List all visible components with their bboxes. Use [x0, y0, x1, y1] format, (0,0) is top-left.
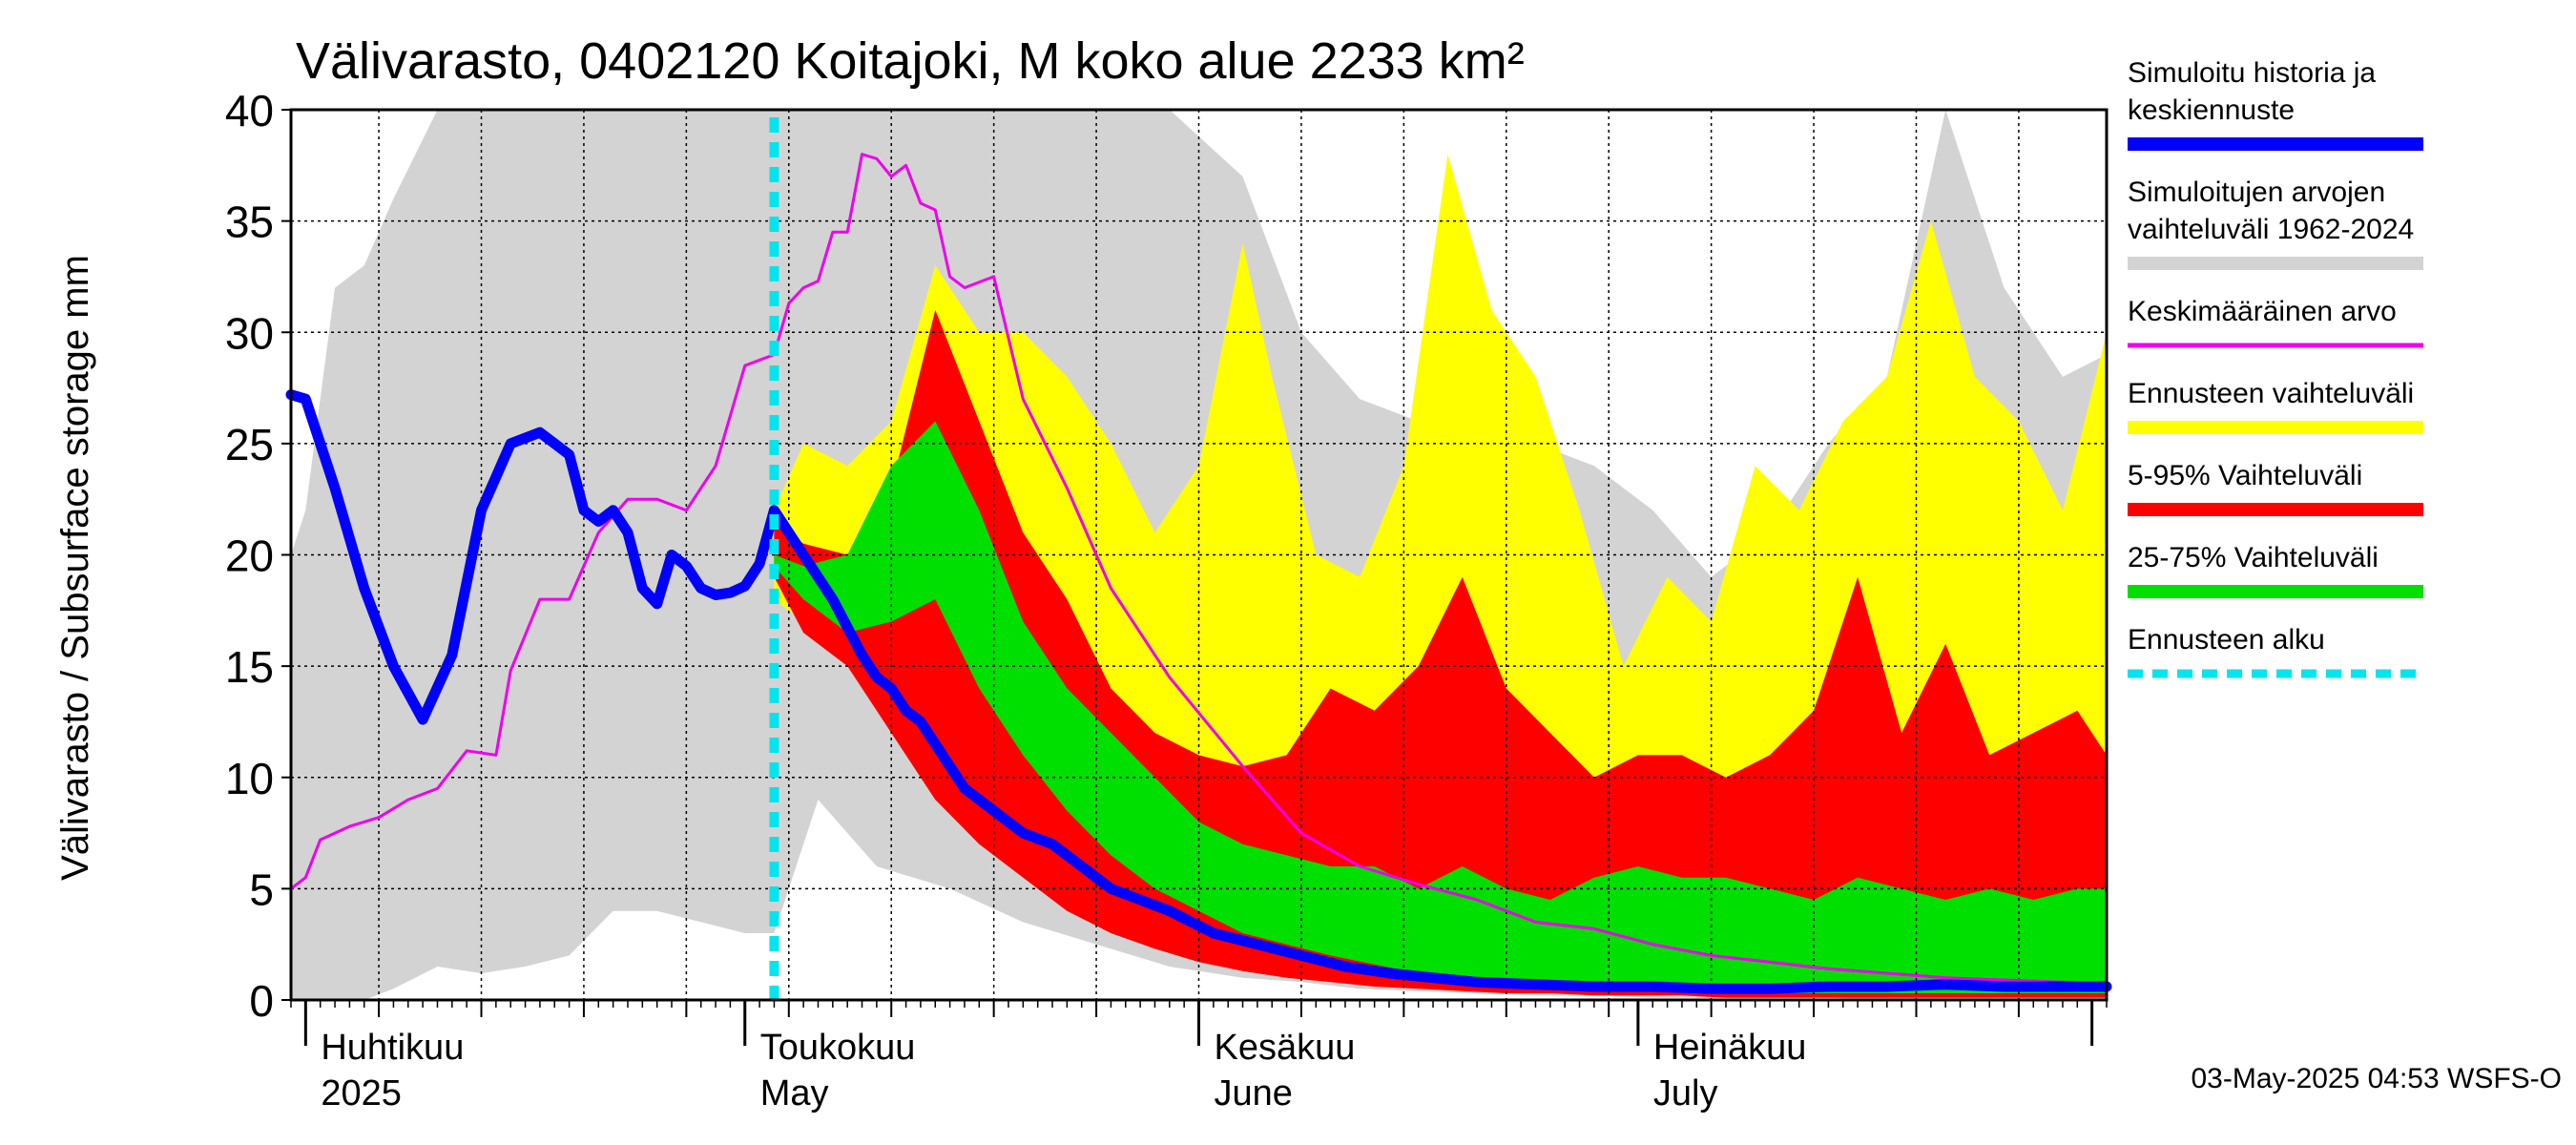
- tick-label-y: 35: [225, 198, 274, 247]
- legend-label: Ennusteen vaihteluväli: [2128, 378, 2414, 409]
- legend: Simuloitu historia ja keskiennuste Simuloi…: [2128, 57, 2423, 678]
- legend-label: Simuloitu historia ja keskiennuste: [2128, 57, 2376, 126]
- tick-label-y: 5: [249, 864, 274, 914]
- axes-layer: 0510152025303540Huhtikuu2025ToukokuuMayK…: [225, 86, 2109, 1114]
- month-label-fi: Huhtikuu: [321, 1028, 464, 1068]
- grid-layer: [291, 110, 2107, 1000]
- chart-title: Välivarasto, 0402120 Koitajoki, M koko a…: [296, 32, 1525, 90]
- tick-label-y: 10: [225, 754, 274, 803]
- legend-label: Simuloitujen arvojen vaihteluväli 1962-20…: [2128, 177, 2414, 245]
- series-line-2: [285, 389, 2112, 994]
- month-label-en: 2025: [321, 1073, 402, 1114]
- month-label-fi: Heinäkuu: [1653, 1028, 1807, 1068]
- month-label-en: May: [760, 1073, 829, 1114]
- legend-label: Ennusteen alku: [2128, 624, 2325, 656]
- tick-label-y: 25: [225, 420, 274, 469]
- tick-label-y: 20: [225, 531, 274, 581]
- tick-label-y: 30: [225, 308, 274, 358]
- legend-label: 25-75% Vaihteluväli: [2128, 542, 2379, 573]
- month-label-fi: Toukokuu: [760, 1028, 916, 1068]
- band-layer: [291, 110, 2107, 1000]
- tick-label-y: 40: [225, 86, 274, 135]
- month-label-en: June: [1215, 1073, 1293, 1114]
- month-label-en: July: [1653, 1073, 1718, 1114]
- band-4: [774, 421, 2107, 993]
- line-layer: [285, 117, 2112, 1000]
- series-line-1: [289, 153, 2109, 987]
- tick-label-y: 15: [225, 642, 274, 692]
- legend-label: 5-95% Vaihteluväli: [2128, 460, 2362, 491]
- timestamp: 03-May-2025 04:53 WSFS-O: [2192, 1063, 2563, 1094]
- legend-label: Keskimääräinen arvo: [2128, 296, 2397, 327]
- month-label-fi: Kesäkuu: [1215, 1028, 1356, 1068]
- tick-label-y: 0: [249, 976, 274, 1026]
- y-axis-label: Välivarasto / Subsurface storage mm: [54, 255, 96, 881]
